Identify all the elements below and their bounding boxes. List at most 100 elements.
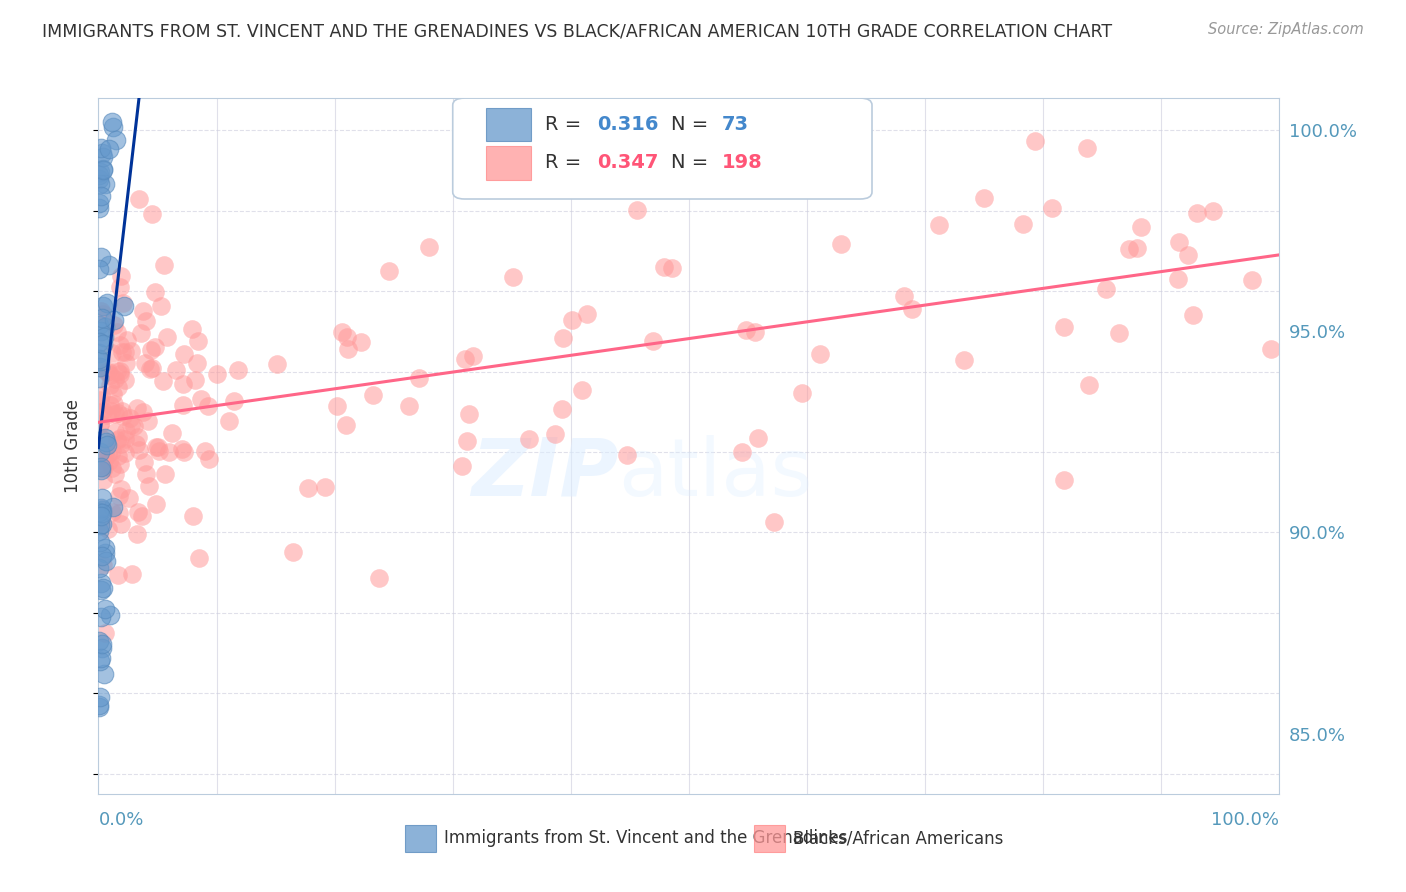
Point xyxy=(96,296,118,310)
Point xyxy=(146,440,169,454)
Point xyxy=(89,392,111,407)
Point xyxy=(156,330,179,344)
Point xyxy=(108,457,131,471)
Point xyxy=(661,260,683,275)
Point xyxy=(120,411,142,425)
Point xyxy=(111,409,134,424)
Point xyxy=(731,445,754,459)
Point xyxy=(188,551,211,566)
Point xyxy=(105,364,128,378)
Point xyxy=(93,473,115,487)
Point xyxy=(89,168,111,182)
Point xyxy=(87,346,110,360)
Point xyxy=(100,346,122,360)
Point xyxy=(1053,319,1076,334)
Point xyxy=(128,443,150,458)
Point xyxy=(87,351,110,366)
Point xyxy=(194,443,217,458)
Point xyxy=(89,516,111,530)
Text: 198: 198 xyxy=(723,153,763,172)
Point xyxy=(125,401,148,415)
Point xyxy=(626,202,648,217)
Point xyxy=(96,435,118,450)
Point xyxy=(98,368,121,382)
Point xyxy=(575,307,598,321)
Point xyxy=(266,357,288,371)
Point xyxy=(94,541,117,555)
Point xyxy=(101,115,124,129)
FancyBboxPatch shape xyxy=(405,825,436,852)
Point xyxy=(709,162,731,177)
Point xyxy=(89,417,111,432)
Point xyxy=(336,329,359,343)
Point xyxy=(90,549,112,564)
Point xyxy=(94,546,117,560)
Point xyxy=(1076,141,1098,155)
Point xyxy=(122,418,145,433)
Point xyxy=(90,501,112,516)
Point xyxy=(87,700,110,714)
Text: atlas: atlas xyxy=(619,434,813,513)
Point xyxy=(830,236,852,251)
Point xyxy=(90,503,112,517)
Point xyxy=(141,361,163,376)
Point xyxy=(197,399,219,413)
Point xyxy=(114,432,136,446)
Point xyxy=(297,481,319,495)
Point xyxy=(953,352,976,367)
Point xyxy=(330,326,353,340)
Point xyxy=(114,445,136,459)
Point xyxy=(181,509,204,524)
Point xyxy=(104,467,127,481)
Point xyxy=(100,461,122,475)
Point xyxy=(149,299,172,313)
Point xyxy=(152,374,174,388)
Point xyxy=(641,334,664,349)
Point xyxy=(335,417,357,432)
Point xyxy=(125,437,148,451)
Text: IMMIGRANTS FROM ST. VINCENT AND THE GRENADINES VS BLACK/AFRICAN AMERICAN 10TH GR: IMMIGRANTS FROM ST. VINCENT AND THE GREN… xyxy=(42,22,1112,40)
Point xyxy=(98,258,121,272)
Point xyxy=(103,386,125,401)
Point xyxy=(314,480,336,494)
Point xyxy=(222,393,245,408)
Point xyxy=(502,270,524,285)
Point xyxy=(125,527,148,541)
Point xyxy=(107,450,129,464)
Point xyxy=(89,535,111,549)
Point xyxy=(1168,235,1191,249)
Point xyxy=(104,407,127,421)
Point xyxy=(135,313,157,327)
Point xyxy=(1185,205,1208,219)
Point xyxy=(1240,273,1263,287)
Point xyxy=(110,437,132,451)
Point xyxy=(93,403,115,417)
Point xyxy=(97,364,120,378)
Point xyxy=(172,442,194,456)
Point xyxy=(143,340,166,354)
Point xyxy=(744,325,766,339)
Point xyxy=(408,371,430,385)
Point xyxy=(180,321,202,335)
Point xyxy=(544,426,567,441)
Point xyxy=(94,178,117,192)
Point xyxy=(94,431,117,445)
Point xyxy=(128,192,150,206)
Point xyxy=(100,398,122,412)
Point xyxy=(90,583,112,598)
Point xyxy=(87,318,110,332)
Point xyxy=(135,467,157,481)
Point xyxy=(91,516,114,531)
Point xyxy=(98,608,121,623)
Point xyxy=(90,324,112,338)
FancyBboxPatch shape xyxy=(754,825,785,852)
Point xyxy=(110,280,132,294)
Point xyxy=(747,431,769,445)
Point xyxy=(93,667,115,681)
Point xyxy=(91,299,114,313)
Point xyxy=(110,431,132,445)
Text: Source: ZipAtlas.com: Source: ZipAtlas.com xyxy=(1208,22,1364,37)
Point xyxy=(96,408,118,422)
Point xyxy=(141,206,163,220)
Point xyxy=(93,602,115,616)
